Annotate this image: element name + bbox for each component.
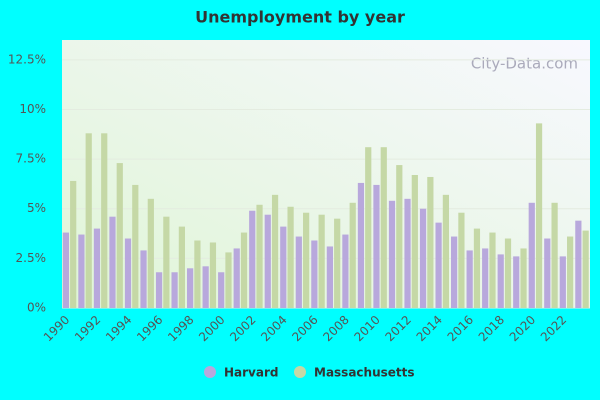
x-tick-label: 2016: [445, 313, 476, 344]
watermark: City-Data.com: [471, 55, 578, 73]
bar: [411, 174, 418, 308]
bar: [93, 228, 101, 308]
bar: [225, 252, 232, 308]
legend-label: Harvard: [224, 366, 279, 380]
x-tick-label: 2004: [258, 313, 289, 344]
bar: [178, 226, 185, 308]
y-tick-label: 12.5%: [8, 52, 46, 66]
bar: [342, 234, 349, 308]
bar: [544, 238, 551, 308]
bar: [116, 163, 123, 308]
x-tick-label: 2020: [507, 313, 538, 344]
bar: [520, 248, 527, 308]
bar: [357, 182, 365, 308]
bar: [78, 234, 85, 308]
bar: [504, 238, 512, 308]
bar: [482, 248, 489, 308]
bar: [435, 222, 442, 308]
bar: [209, 242, 217, 308]
y-tick-label: 5%: [27, 201, 46, 215]
x-tick-label: 2012: [383, 313, 414, 344]
bar: [365, 147, 372, 308]
x-tick-label: 2002: [227, 313, 258, 344]
bar: [373, 184, 380, 308]
bar: [567, 236, 574, 308]
bar: [318, 214, 325, 308]
x-tick-label: 1996: [134, 313, 165, 344]
bar: [334, 218, 341, 308]
bar: [109, 216, 116, 308]
y-tick-label: 7.5%: [16, 152, 47, 166]
x-tick-label: 1992: [72, 313, 103, 344]
bar: [124, 238, 132, 308]
legend-swatch: [294, 366, 306, 378]
bar: [326, 246, 333, 308]
bar: [280, 226, 287, 308]
legend-label: Massachusetts: [314, 366, 415, 380]
x-tick-label: 1994: [103, 313, 134, 344]
bar: [271, 194, 279, 308]
bar: [303, 212, 310, 308]
bar: [349, 202, 356, 308]
bar: [218, 272, 225, 308]
bar: [473, 228, 481, 308]
bar: [451, 236, 458, 308]
bar: [264, 214, 271, 308]
bar: [194, 240, 201, 308]
bar: [187, 268, 194, 308]
bar: [287, 206, 294, 308]
bar: [256, 204, 263, 308]
bar: [559, 256, 566, 308]
bar: [489, 232, 496, 308]
bar: [513, 256, 520, 308]
bar: [202, 266, 209, 308]
bar: [466, 250, 473, 308]
x-tick-label: 2008: [320, 313, 351, 344]
bar: [458, 212, 465, 308]
bar: [551, 202, 558, 308]
x-tick-label: 2006: [289, 313, 320, 344]
y-tick-label: 10%: [19, 102, 46, 116]
bar: [575, 220, 582, 308]
x-tick-label: 2000: [196, 313, 227, 344]
bar: [163, 216, 170, 308]
legend-swatch: [204, 366, 216, 378]
x-tick-label: 2014: [414, 313, 445, 344]
bar: [155, 272, 163, 308]
y-tick-label: 0%: [27, 301, 46, 315]
x-tick-label: 1998: [165, 313, 196, 344]
chart-title: Unemployment by year: [195, 8, 405, 27]
y-tick-label: 2.5%: [16, 251, 47, 265]
bar: [582, 230, 589, 308]
bar: [101, 133, 108, 308]
bar: [62, 232, 69, 308]
bar: [396, 165, 403, 308]
x-tick-label: 2010: [351, 313, 382, 344]
bar: [70, 180, 77, 308]
x-tick-label: 2018: [476, 313, 507, 344]
bar: [295, 236, 302, 308]
bar: [132, 184, 139, 308]
bar: [147, 198, 154, 308]
bar: [140, 250, 147, 308]
bar: [404, 198, 411, 308]
bar: [380, 147, 387, 308]
bar: [419, 208, 427, 308]
bar: [311, 240, 318, 308]
x-tick-label: 1990: [41, 313, 72, 344]
bar: [171, 272, 178, 308]
bar: [535, 123, 543, 308]
bar: [233, 248, 240, 308]
bar: [528, 202, 535, 308]
bar: [427, 176, 434, 308]
bar: [388, 200, 396, 308]
bar: [497, 254, 504, 308]
x-tick-label: 2022: [538, 313, 569, 344]
bar: [442, 194, 449, 308]
bar: [85, 133, 92, 308]
bar: [249, 210, 256, 308]
bar: [240, 232, 248, 308]
